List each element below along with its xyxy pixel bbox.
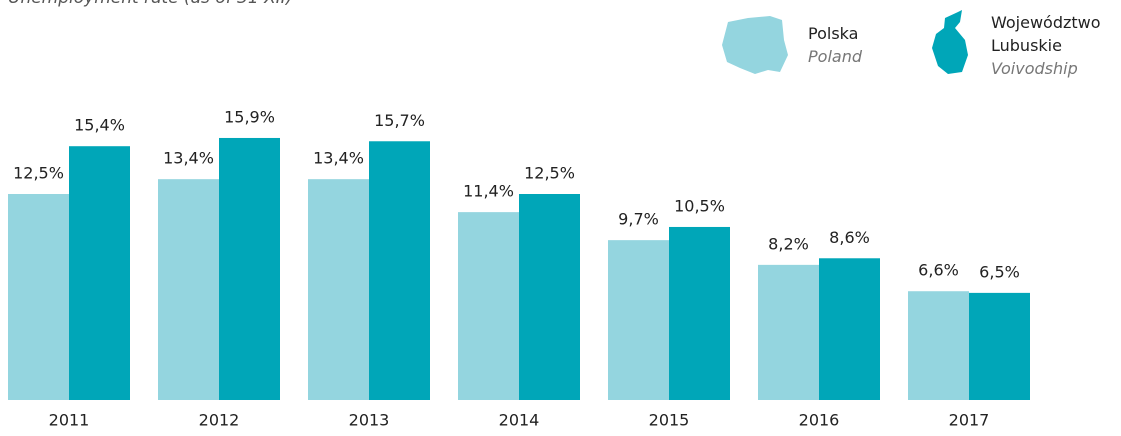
legend-label: Polska xyxy=(808,24,859,43)
x-tick-label: 2012 xyxy=(199,411,240,430)
bar xyxy=(969,292,1030,400)
bar xyxy=(519,194,580,400)
bar xyxy=(369,141,430,400)
bar xyxy=(758,264,819,400)
value-label: 6,5% xyxy=(979,262,1020,281)
value-label: 8,2% xyxy=(768,234,809,253)
bar xyxy=(69,146,130,400)
value-label: 13,4% xyxy=(163,149,214,168)
value-label: 10,5% xyxy=(674,196,725,215)
bar xyxy=(669,226,730,400)
legend-label-en: Poland xyxy=(808,47,862,66)
bar xyxy=(819,258,880,400)
value-label: 9,7% xyxy=(618,210,659,229)
value-label: 12,5% xyxy=(13,164,64,183)
value-label: 6,6% xyxy=(918,261,959,280)
value-label: 13,4% xyxy=(313,149,364,168)
bar xyxy=(8,194,69,400)
legend-lubuskie: Województwo Lubuskie Voivodship xyxy=(991,11,1111,80)
x-tick-label: 2015 xyxy=(649,411,690,430)
bar xyxy=(219,137,280,400)
value-label: 15,9% xyxy=(224,107,275,126)
value-label: 15,4% xyxy=(74,116,125,135)
lubuskie-icon xyxy=(932,10,968,74)
x-tick-label: 2014 xyxy=(499,411,540,430)
legend-polska: Polska Poland xyxy=(808,22,862,68)
x-tick-label: 2011 xyxy=(49,411,90,430)
value-label: 8,6% xyxy=(829,228,870,247)
poland-icon xyxy=(722,16,788,74)
bar xyxy=(158,179,219,400)
x-tick-label: 2017 xyxy=(949,411,990,430)
x-tick-label: 2013 xyxy=(349,411,390,430)
bar xyxy=(608,240,669,400)
bar xyxy=(458,212,519,400)
value-label: 11,4% xyxy=(463,182,514,201)
value-label: 15,7% xyxy=(374,111,425,130)
subtitle: Unemployment rate (as of 31 XII) xyxy=(8,0,292,8)
bar xyxy=(908,291,969,400)
legend-label-en: Voivodship xyxy=(991,59,1078,78)
legend-label: Województwo Lubuskie xyxy=(991,13,1101,55)
value-label: 12,5% xyxy=(524,164,575,183)
x-tick-label: 2016 xyxy=(799,411,840,430)
bar xyxy=(308,179,369,400)
